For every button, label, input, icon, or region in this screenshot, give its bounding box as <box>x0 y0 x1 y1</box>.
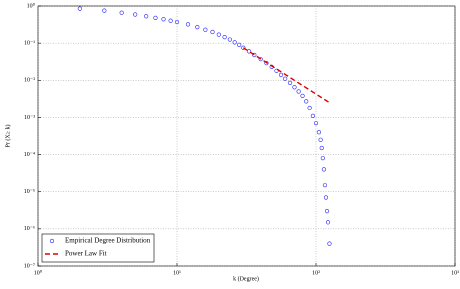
legend-label: Power Law Fit <box>65 250 107 258</box>
data-point <box>324 209 330 214</box>
data-point <box>222 35 227 40</box>
x-tick-label: 10² <box>312 270 320 276</box>
data-point <box>296 89 301 94</box>
data-point <box>264 61 269 66</box>
data-point <box>168 18 173 23</box>
data-point <box>133 12 138 17</box>
data-point <box>252 52 257 58</box>
data-point <box>246 49 252 54</box>
data-point <box>300 93 305 98</box>
data-point <box>292 85 297 90</box>
data-point <box>144 14 149 19</box>
y-axis-label: Pr (X≥ k) <box>4 125 11 148</box>
data-point <box>161 17 166 22</box>
data-point <box>227 37 232 42</box>
x-tick-label: 10⁰ <box>34 269 43 276</box>
data-point <box>174 19 180 25</box>
fit-line <box>242 47 330 104</box>
x-tick-label: 10³ <box>451 270 459 276</box>
x-tick-label: 10¹ <box>173 270 181 276</box>
data-point <box>313 121 319 126</box>
data-point <box>322 183 328 188</box>
data-point <box>318 137 323 142</box>
y-tick-label: 10⁻⁵ <box>24 189 35 195</box>
data-point <box>232 40 237 45</box>
data-point <box>287 80 293 86</box>
data-point <box>325 220 331 225</box>
data-point <box>278 72 284 77</box>
legend-label: Empirical Degree Distribution <box>65 237 151 245</box>
data-point <box>258 57 263 62</box>
data-point <box>283 76 288 81</box>
data-point <box>195 25 200 30</box>
y-tick-label: 10⁻² <box>24 78 35 84</box>
data-point <box>316 130 322 135</box>
data-point <box>102 8 107 13</box>
data-point <box>185 22 191 27</box>
plot-area <box>37 5 456 267</box>
data-point <box>319 145 324 151</box>
data-point <box>77 6 82 11</box>
data-point <box>119 10 124 15</box>
data-point <box>304 99 309 104</box>
legend-box <box>41 233 155 263</box>
data-point <box>321 167 327 172</box>
data-point <box>153 15 158 20</box>
y-tick-label: 10⁻⁴ <box>24 152 35 158</box>
data-point <box>210 29 215 35</box>
data-point <box>307 105 312 111</box>
legend-marker <box>49 238 55 244</box>
y-tick-label: 10⁻⁶ <box>24 226 35 232</box>
y-tick-label: 10⁻¹ <box>24 41 35 47</box>
y-tick-label: 10⁰ <box>27 2 36 9</box>
data-point <box>241 45 246 50</box>
data-point <box>203 27 208 32</box>
x-axis-label: k (Degree) <box>233 275 259 282</box>
y-tick-label: 10⁻³ <box>24 115 35 121</box>
data-point <box>327 241 332 246</box>
data-point <box>216 32 221 37</box>
y-tick-label: 10⁻⁷ <box>24 263 35 269</box>
data-point <box>320 156 325 161</box>
data-point <box>237 42 242 47</box>
data-point <box>310 113 316 118</box>
data-point <box>323 195 329 200</box>
